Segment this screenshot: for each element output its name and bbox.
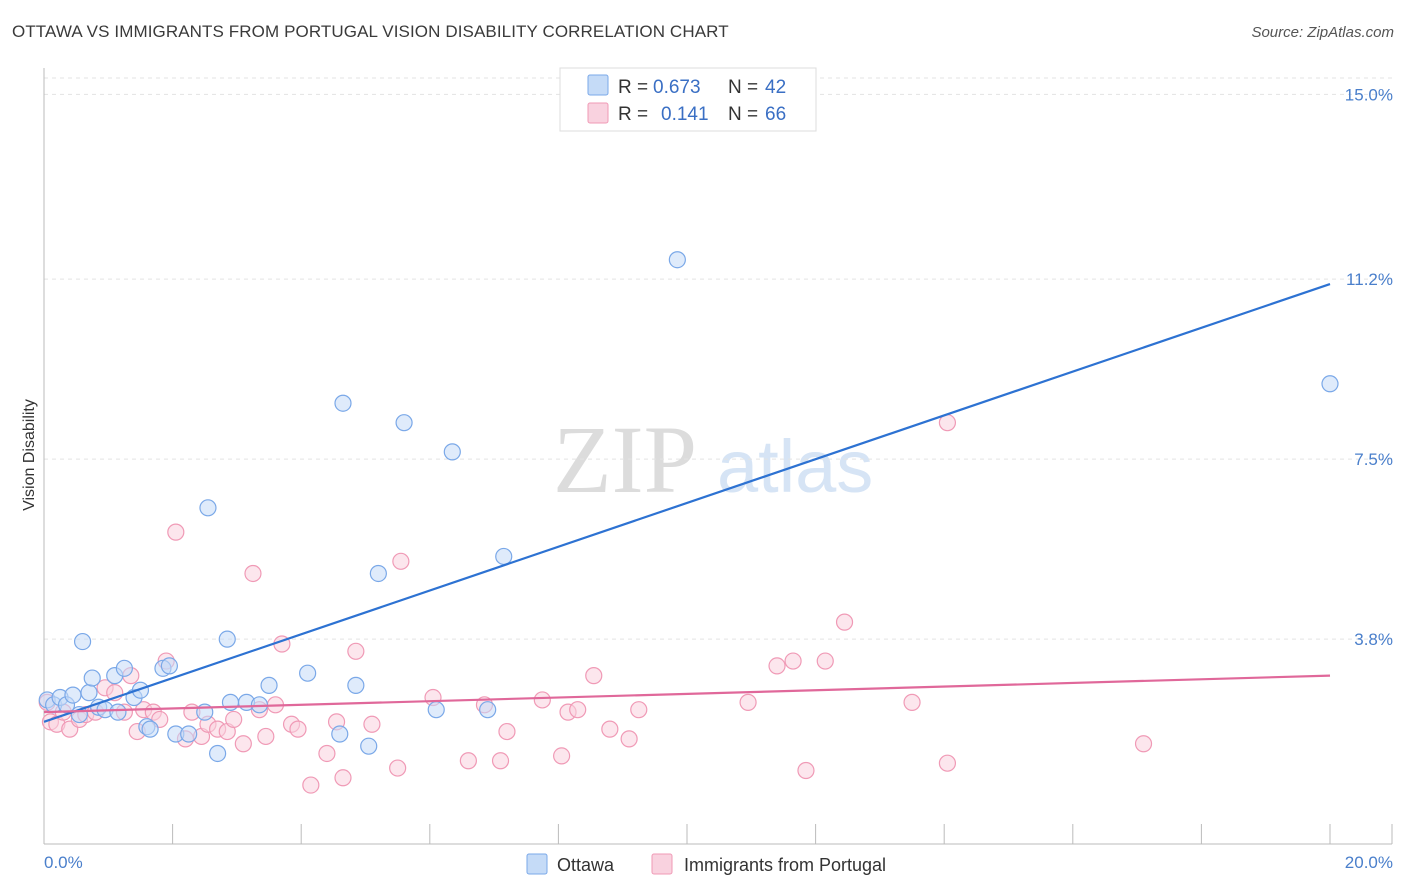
bottom-legend-swatch-portugal	[651, 853, 673, 875]
ottawa-point-33	[347, 676, 365, 694]
y-tick-label-3: 15.0%	[1345, 85, 1393, 104]
portugal-point-53	[630, 701, 648, 719]
legend-r-label-portugal: R =	[618, 104, 648, 125]
portugal-point-37	[347, 642, 365, 660]
legend-r-ottawa: 0.673	[653, 77, 701, 98]
portugal-point-44	[491, 752, 510, 770]
ottawa-point-4	[64, 686, 82, 704]
portugal-point-40	[392, 552, 410, 570]
portugal-point-50	[585, 667, 603, 685]
ottawa-point-35	[369, 564, 387, 583]
portugal-point-47	[553, 747, 571, 765]
portugal-trend-line	[43, 674, 1331, 714]
legend-n-label-portugal: N =	[728, 104, 758, 125]
portugal-point-38	[363, 715, 381, 733]
portugal-point-57	[797, 761, 815, 780]
legend-n-ottawa: 42	[765, 77, 786, 98]
bottom-legend-portugal: Immigrants from Portugal	[684, 855, 886, 875]
portugal-point-34	[318, 744, 336, 763]
legend-swatch-portugal	[587, 102, 609, 124]
ottawa-point-34	[360, 737, 378, 755]
x-tick-max: 20.0%	[1345, 853, 1393, 872]
ottawa-point-8	[83, 669, 101, 687]
bottom-legend-swatch-ottawa	[526, 853, 548, 875]
portugal-point-42	[459, 752, 477, 770]
ottawa-point-6	[73, 632, 92, 651]
ottawa-point-25	[218, 630, 236, 648]
portugal-point-45	[498, 722, 516, 741]
ottawa-point-21	[180, 725, 198, 743]
portugal-point-25	[234, 735, 252, 753]
y-tick-labels: 3.8% 7.5% 11.2% 15.0%	[1345, 85, 1393, 649]
portugal-point-24	[225, 710, 243, 729]
portugal-point-49	[569, 701, 587, 719]
ottawa-point-30	[299, 664, 317, 682]
portugal-point-32	[289, 720, 307, 738]
portugal-point-61	[938, 754, 957, 772]
y-axis-label: Vision Disability	[21, 399, 38, 511]
portugal-point-51	[601, 720, 619, 738]
legend-swatch-ottawa	[587, 74, 609, 96]
portugal-point-55	[768, 657, 786, 675]
ottawa-point-23	[199, 499, 217, 517]
y-tick-label-0: 3.8%	[1354, 630, 1393, 649]
ottawa-point-15	[131, 681, 150, 699]
legend-r-label-ottawa: R =	[618, 77, 648, 98]
ottawa-point-12	[109, 703, 127, 721]
points-ottawa	[38, 251, 1339, 763]
legend-r-portugal: 0.141	[661, 104, 709, 125]
ottawa-point-39	[479, 701, 497, 719]
ottawa-point-36	[395, 414, 413, 432]
portugal-point-33	[302, 776, 320, 794]
portugal-point-56	[784, 652, 802, 670]
ottawa-point-42	[1321, 375, 1339, 393]
trendlines	[43, 282, 1331, 723]
ottawa-point-19	[160, 657, 178, 675]
chart-title: OTTAWA VS IMMIGRANTS FROM PORTUGAL VISIO…	[12, 22, 729, 41]
watermark-zip: ZIP	[553, 406, 697, 513]
y-tick-label-2: 11.2%	[1346, 270, 1393, 289]
y-tick-label-1: 7.5%	[1354, 450, 1393, 469]
watermark: ZIP atlas	[553, 406, 873, 513]
ottawa-point-37	[427, 701, 445, 719]
ottawa-point-41	[668, 251, 686, 269]
ottawa-point-32	[334, 394, 352, 412]
ottawa-point-24	[209, 744, 227, 763]
legend-n-label-ottawa: N =	[728, 77, 758, 98]
ottawa-point-40	[495, 547, 513, 566]
ottawa-trend-line	[43, 282, 1331, 723]
portugal-point-52	[620, 730, 638, 748]
portugal-point-28	[257, 727, 275, 746]
ottawa-point-7	[80, 684, 98, 702]
ottawa-point-29	[260, 676, 278, 694]
ottawa-point-13	[115, 659, 133, 677]
portugal-point-17	[167, 523, 185, 541]
portugal-point-36	[334, 769, 352, 787]
source-credit: Source: ZipAtlas.com	[1251, 24, 1394, 41]
portugal-point-54	[739, 693, 757, 711]
ottawa-point-17	[141, 720, 159, 738]
stats-legend: R = 0.673 N = 42 R = 0.141 N = 66	[559, 67, 817, 132]
legend-n-portugal: 66	[765, 104, 786, 125]
portugal-point-26	[244, 564, 262, 583]
portugal-point-58	[816, 652, 834, 670]
series-legend: Ottawa Immigrants from Portugal	[526, 853, 886, 875]
portugal-point-59	[835, 613, 854, 631]
portugal-point-46	[533, 691, 551, 709]
x-tick-min: 0.0%	[44, 853, 83, 872]
ottawa-point-31	[331, 725, 349, 743]
portugal-point-39	[389, 759, 407, 777]
bottom-legend-ottawa: Ottawa	[557, 855, 615, 875]
portugal-point-60	[903, 693, 921, 711]
gridlines	[44, 77, 1392, 640]
ottawa-point-38	[443, 443, 461, 461]
axes	[43, 68, 1393, 845]
portugal-point-63	[1134, 735, 1153, 753]
